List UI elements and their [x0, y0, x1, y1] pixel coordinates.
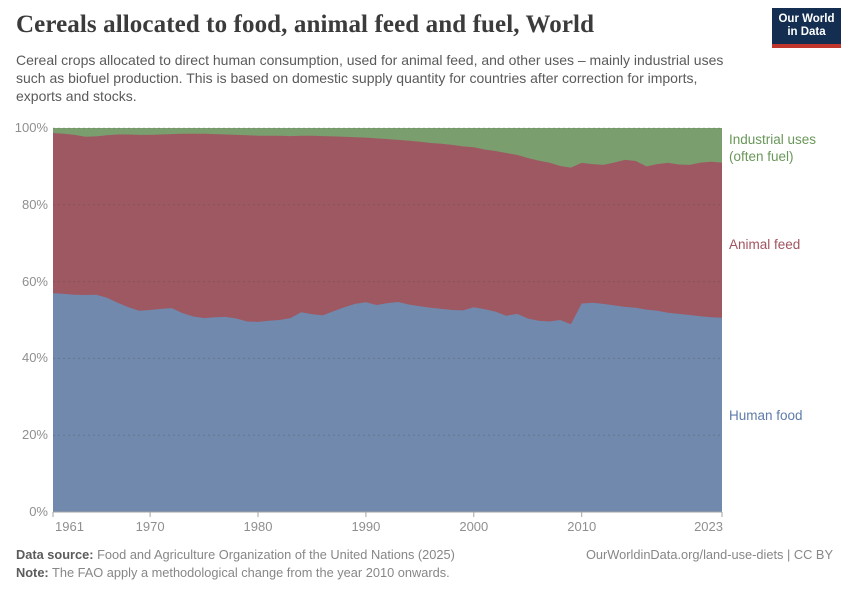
y-axis-label: 20%	[21, 427, 48, 443]
footer-url[interactable]: OurWorldinData.org/land-use-diets | CC B…	[585, 547, 833, 562]
chart-subtitle: Cereal crops allocated to direct human c…	[16, 52, 724, 104]
legend-animal-feed[interactable]: Animal feed	[729, 237, 801, 252]
x-axis-label: 2023	[694, 519, 723, 534]
y-axis-label: 0%	[29, 504, 48, 519]
x-axis-label: 2010	[567, 519, 597, 534]
x-axis-label: 1970	[135, 519, 165, 534]
footer-source-note: Data source: Food and Agriculture Organi…	[16, 546, 576, 582]
source-label: Data source:	[16, 547, 94, 562]
x-axis-label: 1980	[243, 519, 273, 534]
note-label: Note:	[16, 565, 49, 580]
x-axis-label: 1990	[351, 519, 381, 534]
legend-human-food[interactable]: Human food	[729, 408, 803, 423]
x-axis-label: 1961	[55, 519, 84, 534]
footer-source-line: Data source: Food and Agriculture Organi…	[16, 546, 576, 564]
y-axis-label: 80%	[21, 196, 48, 212]
source-text: Food and Agriculture Organization of the…	[97, 547, 455, 562]
y-axis-label: 40%	[21, 350, 48, 366]
owid-logo-text: Our World in Data	[778, 13, 835, 38]
legend-industrial-uses[interactable]: Industrial uses (often fuel)	[729, 132, 817, 164]
area-human-food[interactable]	[53, 293, 722, 512]
owid-logo[interactable]: Our World in Data	[772, 8, 841, 48]
footer-note-line: Note: The FAO apply a methodological cha…	[16, 564, 576, 582]
y-axis-label: 100%	[14, 120, 48, 135]
y-axis-label: 60%	[21, 273, 48, 289]
note-text: The FAO apply a methodological change fr…	[52, 565, 450, 580]
page-title: Cereals allocated to food, animal feed a…	[16, 11, 595, 38]
stacked-area-plot	[52, 127, 723, 517]
x-axis-label: 2000	[459, 519, 489, 534]
